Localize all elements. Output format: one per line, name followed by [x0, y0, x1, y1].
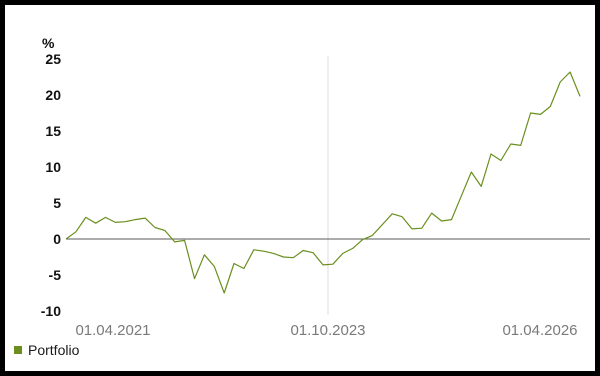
y-tick-label: 25	[45, 51, 61, 67]
x-tick-label: 01.04.2026	[502, 322, 577, 339]
y-tick-label: 10	[45, 159, 61, 175]
legend-swatch-portfolio	[14, 346, 22, 354]
y-tick-label: 15	[45, 123, 61, 139]
series-layer	[65, 71, 581, 294]
y-tick-label: 0	[53, 231, 61, 247]
series-line-0	[65, 71, 581, 294]
y-unit-label: %	[42, 35, 55, 51]
x-tick-label: 01.10.2023	[290, 322, 365, 339]
x-tick-label: 01.04.2021	[75, 322, 150, 339]
y-tick-label: -10	[41, 303, 61, 319]
tick-labels: 25 20 15 10 5 0 -5 -10 01.04.2021 01.10.2023 01.04…	[41, 51, 578, 339]
y-tick-label: -5	[49, 267, 62, 283]
y-tick-label: 20	[45, 87, 61, 103]
y-tick-label: 5	[53, 195, 61, 211]
legend: Portfolio	[14, 342, 79, 358]
legend-label-portfolio: Portfolio	[28, 342, 80, 358]
